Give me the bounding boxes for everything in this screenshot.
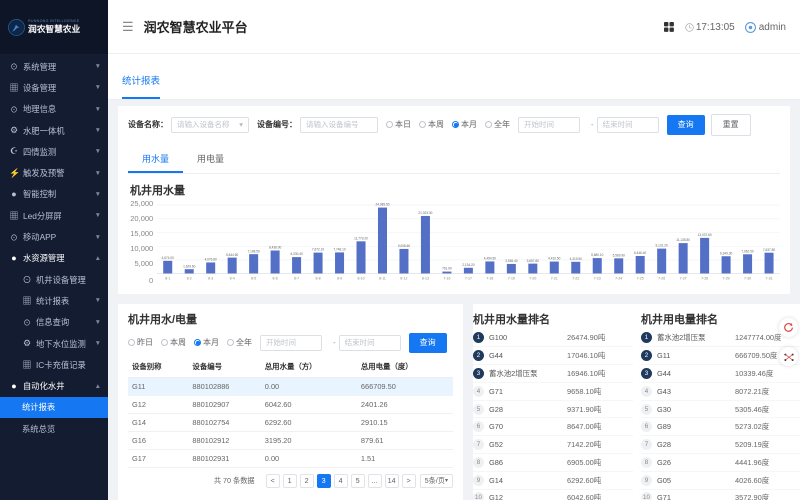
svg-text:1,629.60: 1,629.60 <box>183 264 195 268</box>
svg-text:8-6: 8-6 <box>273 276 278 280</box>
svg-text:7-19: 7-19 <box>508 276 515 280</box>
svg-text:8-2: 8-2 <box>187 276 192 280</box>
svg-text:4,410.50: 4,410.50 <box>548 256 560 260</box>
svg-text:7-21: 7-21 <box>551 276 558 280</box>
svg-text:9,131.20: 9,131.20 <box>656 243 668 247</box>
svg-text:8-12: 8-12 <box>401 276 408 280</box>
svg-text:7-20: 7-20 <box>530 276 537 280</box>
svg-text:6,030.40: 6,030.40 <box>291 252 303 256</box>
svg-text:7-22: 7-22 <box>572 276 579 280</box>
svg-text:8-5: 8-5 <box>251 276 256 280</box>
svg-text:7-31: 7-31 <box>766 276 773 280</box>
svg-text:4,076.80: 4,076.80 <box>205 257 217 261</box>
svg-text:8-4: 8-4 <box>230 276 235 280</box>
svg-text:8-9: 8-9 <box>337 276 342 280</box>
svg-text:11,135.80: 11,135.80 <box>676 238 690 242</box>
svg-text:8-10: 8-10 <box>358 276 365 280</box>
svg-text:7,108.50: 7,108.50 <box>248 249 260 253</box>
svg-text:7,637.80: 7,637.80 <box>763 247 775 251</box>
svg-text:7,672.10: 7,672.10 <box>312 247 324 251</box>
svg-text:24,089.50: 24,089.50 <box>376 202 390 206</box>
svg-text:8-8: 8-8 <box>316 276 321 280</box>
svg-text:9,008.60: 9,008.60 <box>398 244 410 248</box>
svg-text:6,446.40: 6,446.40 <box>634 251 646 255</box>
svg-text:8-11: 8-11 <box>379 276 386 280</box>
svg-text:7-24: 7-24 <box>615 276 622 280</box>
svg-text:4,319.50: 4,319.50 <box>570 256 582 260</box>
svg-text:2,134.20: 2,134.20 <box>462 262 474 266</box>
svg-text:5,844.60: 5,844.60 <box>226 252 238 256</box>
svg-text:8-3: 8-3 <box>208 276 213 280</box>
svg-text:7-25: 7-25 <box>637 276 644 280</box>
svg-text:8-13: 8-13 <box>422 276 429 280</box>
svg-text:4,674.00: 4,674.00 <box>162 255 174 259</box>
svg-text:8-1: 8-1 <box>165 276 170 280</box>
svg-text:7-23: 7-23 <box>594 276 601 280</box>
svg-text:21,023.30: 21,023.30 <box>419 211 433 215</box>
svg-text:761.60: 761.60 <box>442 266 452 270</box>
svg-text:8-7: 8-7 <box>294 276 299 280</box>
svg-text:5,680.10: 5,680.10 <box>591 253 603 257</box>
svg-text:7-26: 7-26 <box>658 276 665 280</box>
svg-text:5,589.90: 5,589.90 <box>613 253 625 257</box>
svg-text:7-27: 7-27 <box>680 276 687 280</box>
svg-text:4,454.50: 4,454.50 <box>484 256 496 260</box>
svg-text:13,037.60: 13,037.60 <box>698 233 712 237</box>
svg-text:7-16: 7-16 <box>444 276 451 280</box>
svg-text:11,779.20: 11,779.20 <box>354 236 368 240</box>
svg-text:7-30: 7-30 <box>744 276 751 280</box>
svg-text:7-18: 7-18 <box>487 276 494 280</box>
svg-text:7-17: 7-17 <box>465 276 472 280</box>
svg-text:7-28: 7-28 <box>701 276 708 280</box>
svg-text:3,536.40: 3,536.40 <box>505 259 517 263</box>
svg-text:7-29: 7-29 <box>723 276 730 280</box>
svg-text:8,438.00: 8,438.00 <box>269 245 281 249</box>
svg-text:7,062.50: 7,062.50 <box>742 249 754 253</box>
svg-text:6,349.30: 6,349.30 <box>720 251 732 255</box>
svg-text:3,657.80: 3,657.80 <box>527 258 539 262</box>
svg-text:7,746.10: 7,746.10 <box>334 247 346 251</box>
